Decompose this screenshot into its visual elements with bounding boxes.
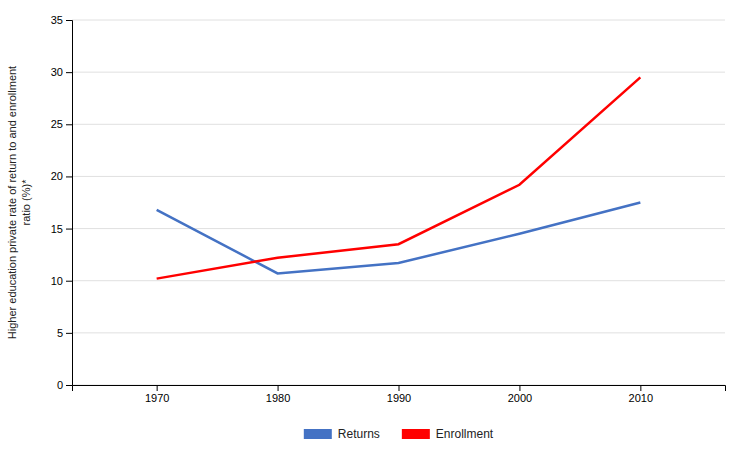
tick-label: 25	[51, 118, 63, 130]
tick-label: 10	[51, 275, 63, 287]
tick: 15	[51, 223, 72, 235]
tick: 10	[51, 275, 72, 287]
grid	[72, 20, 725, 385]
tick-label: 2010	[629, 392, 653, 404]
series-line	[157, 203, 641, 274]
x-axis: 1970 1980 1990 2000 2010	[73, 385, 726, 404]
grid-line	[72, 332, 725, 333]
tick-label: 35	[51, 14, 63, 26]
axis-line	[66, 21, 73, 386]
tick-label: 2000	[508, 392, 532, 404]
tick: 1990	[387, 385, 411, 404]
series-line	[157, 77, 641, 278]
tick: 1970	[145, 385, 169, 404]
tick-mark	[66, 281, 72, 282]
tick-label: 15	[51, 223, 63, 235]
grid-line	[72, 228, 725, 229]
tick-mark	[66, 176, 72, 177]
tick-label: 20	[51, 170, 63, 182]
tick: 2010	[629, 385, 653, 404]
tick-label: 1980	[266, 392, 290, 404]
tick-mark	[66, 229, 72, 230]
axis-line	[73, 386, 726, 392]
tick: 1980	[266, 385, 290, 404]
legend-swatch	[402, 429, 430, 439]
tick-mark	[278, 385, 279, 391]
tick: 2000	[508, 385, 532, 404]
tick-mark	[66, 72, 72, 73]
y-axis: 0 5 10 15 20 25 30 35	[51, 14, 73, 391]
tick-label: 1970	[145, 392, 169, 404]
tick-mark	[66, 124, 72, 125]
tick-mark	[640, 385, 641, 391]
tick-label: 30	[51, 66, 63, 78]
legend-item: Enrollment	[402, 427, 494, 441]
tick-mark	[399, 385, 400, 391]
grid-line	[72, 280, 725, 281]
legend-item: Returns	[304, 427, 380, 441]
tick: 20	[51, 170, 72, 182]
y-axis-title: Higher education private rate of return …	[6, 66, 32, 339]
tick: 25	[51, 118, 72, 130]
grid-line	[72, 72, 725, 73]
tick-mark	[66, 385, 72, 386]
tick-label: 0	[57, 379, 63, 391]
plot-area	[157, 77, 641, 278]
grid-line	[72, 176, 725, 177]
tick: 5	[57, 327, 72, 339]
legend-label: Returns	[338, 427, 380, 441]
legend: Returns Enrollment	[304, 427, 494, 441]
chart: 1970 1980 1990 2000 2010 0 5 10 15 20 25 30 35 Higher…	[0, 0, 750, 463]
tick-label: 5	[57, 327, 63, 339]
tick-mark	[66, 20, 72, 21]
tick: 30	[51, 66, 72, 78]
legend-swatch	[304, 429, 332, 439]
tick-mark	[157, 385, 158, 391]
tick-mark	[66, 333, 72, 334]
tick: 0	[57, 379, 72, 391]
tick-mark	[519, 385, 520, 391]
grid-line	[72, 124, 725, 125]
tick-label: 1990	[387, 392, 411, 404]
grid-line	[72, 20, 725, 21]
tick: 35	[51, 14, 72, 26]
legend-label: Enrollment	[436, 427, 494, 441]
